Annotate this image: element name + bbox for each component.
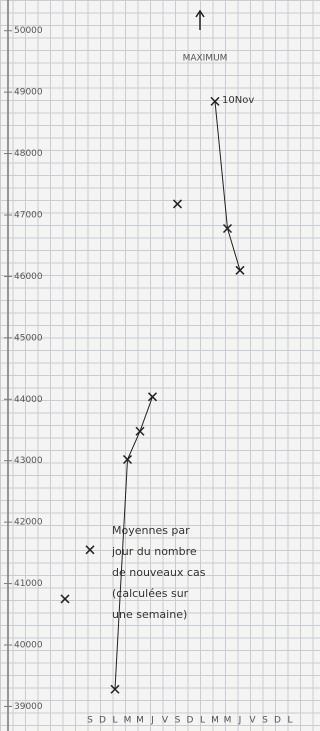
note: Moyennes par jour du nombre de nouveaux … [112,520,207,625]
x-tick-label: J [150,716,154,726]
point-marker [136,427,144,435]
x-tick-label: D [99,716,106,726]
y-tick-label: 41000 [14,579,43,589]
x-tick-label: V [162,716,169,726]
point-marker [61,595,69,603]
point-marker [149,393,157,401]
x-tick-label: M [211,716,219,726]
y-tick-label: 48000 [14,149,43,159]
arrow [196,11,204,30]
x-tick-label: S [87,716,93,726]
x-tick-label: M [136,716,144,726]
y-tick-label: 40000 [14,641,43,651]
x-tick-label: S [262,716,268,726]
x-tick-label: V [249,716,256,726]
point-marker [174,200,182,208]
y-tick-label: 47000 [14,211,43,221]
x-tick-label: L [287,716,292,726]
x-tick-label: L [200,716,205,726]
note-box: Moyennes par jour du nombre de nouveaux … [112,520,207,640]
page: MAXIMUM 10Nov Moyennes par jour du nombr… [0,0,298,731]
point-marker [86,546,94,554]
y-tick-label: 39000 [14,702,43,712]
y-tick-label: 46000 [14,272,43,282]
y-tick-label: 49000 [14,88,43,98]
y-tick-label: 50000 [14,26,43,36]
annotation: 10Nov [222,95,254,106]
x-tick-label: M [124,716,132,726]
x-tick-label: D [274,716,281,726]
point-marker [236,266,244,274]
x-tick-label: S [175,716,181,726]
y-tick-label: 44000 [14,395,43,405]
y-tick-label: 43000 [14,456,43,466]
chart: MAXIMUM 10Nov Moyennes par jour du nombr… [0,0,298,731]
x-tick-label: L [112,716,117,726]
y-tick-label: 45000 [14,333,43,343]
x-tick-label: J [238,716,242,726]
y-tick-label: 42000 [14,518,43,528]
x-tick-label: D [187,716,194,726]
chart-title: MAXIMUM [183,54,228,64]
x-tick-label: M [224,716,232,726]
